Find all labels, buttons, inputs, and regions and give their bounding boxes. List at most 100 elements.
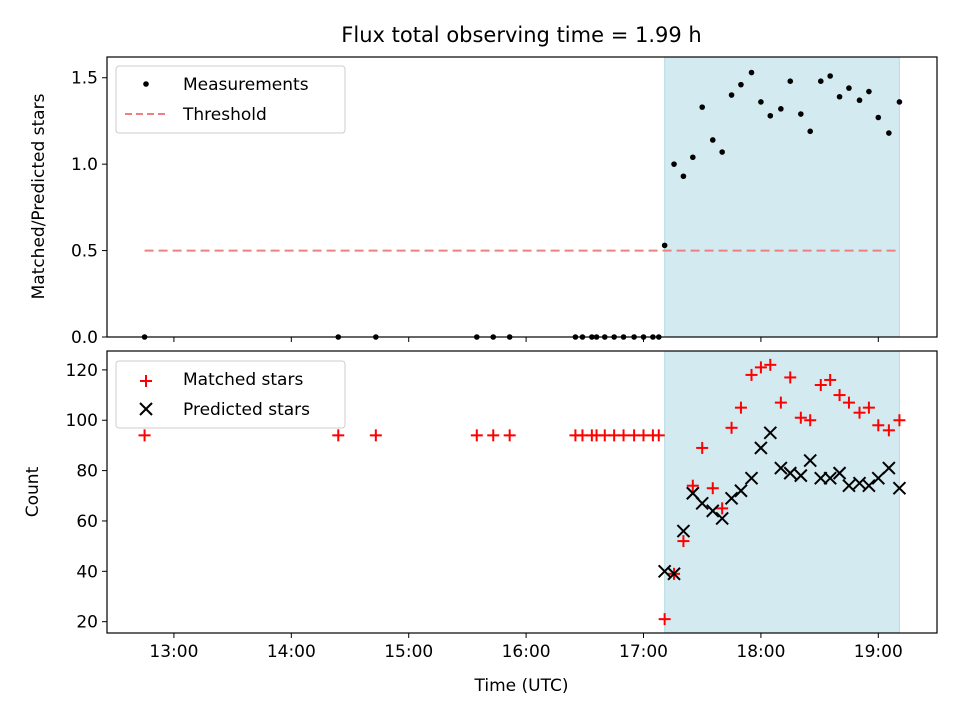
matched-star-point <box>853 406 866 419</box>
measurement-point <box>690 154 696 161</box>
measurement-point <box>798 111 804 117</box>
predicted-star-point <box>794 468 808 483</box>
top-shaded-region <box>664 56 900 338</box>
measurements-legend-marker <box>143 81 149 87</box>
matched-star-point <box>716 502 729 515</box>
x-tick-label: 14:00 <box>267 642 316 662</box>
predicted-star-point <box>744 471 759 485</box>
matched-star-point <box>882 424 895 437</box>
predicted-star-point <box>724 491 739 506</box>
measurements-legend-label: Measurements <box>183 75 309 95</box>
bottom-axes-frame <box>106 350 938 634</box>
y-tick-label: 0.0 <box>71 328 98 348</box>
bottom-legend-box <box>115 360 346 429</box>
top-y-ticks: 0.0 0.5 1.0 1.5 <box>71 69 107 348</box>
x-tick-label: 13:00 <box>149 642 198 662</box>
matched-star-point <box>725 421 738 434</box>
top-y-axis-label: Matched/Predicted stars <box>29 93 49 299</box>
matched-star-point <box>824 373 837 386</box>
figure-title: Flux total observing time = 1.99 h <box>341 23 701 47</box>
y-tick-label: 1.0 <box>71 155 98 175</box>
predicted-star-point <box>763 426 778 440</box>
matched-star-point <box>754 361 767 374</box>
matched-star-point <box>872 419 885 432</box>
matched-star-point <box>745 368 758 381</box>
matched-star-point <box>652 429 665 442</box>
matched-star-point <box>332 429 345 442</box>
x-tick-label: 16:00 <box>502 642 551 662</box>
measurement-point <box>807 128 814 135</box>
matched-legend-marker <box>140 375 152 387</box>
matched-star-point <box>706 482 719 495</box>
measurement-point <box>767 112 774 119</box>
y-tick-label: 100 <box>66 411 98 431</box>
y-tick-label: 1.5 <box>71 69 98 89</box>
predicted-legend-marker <box>139 402 153 416</box>
top-x-ticks <box>173 337 879 342</box>
matched-star-point <box>893 414 906 427</box>
measurement-point <box>846 85 852 91</box>
measurement-point <box>661 242 668 249</box>
top-legend: Measurements Threshold <box>115 65 346 134</box>
matched-star-point <box>503 429 516 442</box>
predicted-star-point <box>882 461 896 475</box>
predicted-star-point <box>783 466 797 480</box>
measurement-point <box>748 69 755 76</box>
measurement-point <box>671 161 677 167</box>
y-tick-label: 20 <box>76 613 98 633</box>
predicted-star-point <box>754 441 768 455</box>
matched-star-point <box>686 479 699 492</box>
y-tick-label: 0.5 <box>71 242 98 262</box>
matched-star-point <box>794 411 807 424</box>
measurement-point <box>778 106 784 112</box>
predicted-star-point <box>823 471 837 485</box>
measurement-point <box>680 173 687 180</box>
x-tick-label: 15:00 <box>384 642 433 662</box>
predicted-star-point <box>832 466 847 480</box>
measurement-point <box>758 99 764 105</box>
bottom-x-ticks: 13:00 14:00 15:00 16:00 17:00 18:00 19:00 <box>149 633 903 662</box>
predicted-star-point <box>842 478 856 493</box>
matched-star-point <box>842 396 855 409</box>
top-axes-frame <box>106 56 938 338</box>
matched-star-point <box>696 441 709 454</box>
threshold-legend-label: Threshold <box>182 105 267 125</box>
measurement-point <box>827 73 833 79</box>
matched-star-point <box>369 429 382 442</box>
bottom-panel: 20 40 60 80 100 120 13:00 14:00 15:00 16:00 17:00… <box>23 350 938 696</box>
matched-star-point <box>784 371 797 384</box>
x-tick-label: 19:00 <box>854 642 903 662</box>
predicted-star-point <box>774 461 788 475</box>
measurement-point <box>866 88 872 95</box>
predicted-legend-label: Predicted stars <box>183 400 310 420</box>
y-tick-label: 80 <box>76 462 98 482</box>
predicted-star-point <box>706 504 720 518</box>
matched-star-point <box>677 535 690 548</box>
measurement-point <box>787 78 794 84</box>
measurement-point <box>699 104 706 110</box>
predicted-star-point <box>715 511 729 526</box>
predicted-star-point <box>734 484 748 498</box>
measurement-point <box>856 97 863 104</box>
predicted-star-point <box>871 471 886 485</box>
y-tick-label: 40 <box>76 562 98 582</box>
matched-star-point <box>487 429 500 442</box>
measurement-point <box>728 92 735 98</box>
matched-star-point <box>764 358 777 371</box>
bottom-shaded-region <box>664 350 900 634</box>
y-tick-label: 120 <box>66 361 98 381</box>
matched-star-point <box>814 378 827 391</box>
measurement-point <box>875 114 882 121</box>
predicted-star-point <box>803 453 817 468</box>
predicted-star-point <box>676 524 691 538</box>
matched-legend-label: Matched stars <box>183 370 303 390</box>
matched-star-point <box>617 429 630 442</box>
x-tick-label: 18:00 <box>736 642 785 662</box>
predicted-star-point <box>892 481 907 495</box>
predicted-star-point <box>667 567 681 581</box>
matched-star-point <box>658 613 671 626</box>
measurement-point <box>817 78 824 84</box>
measurement-point <box>886 130 892 136</box>
matched-star-point <box>138 429 151 442</box>
